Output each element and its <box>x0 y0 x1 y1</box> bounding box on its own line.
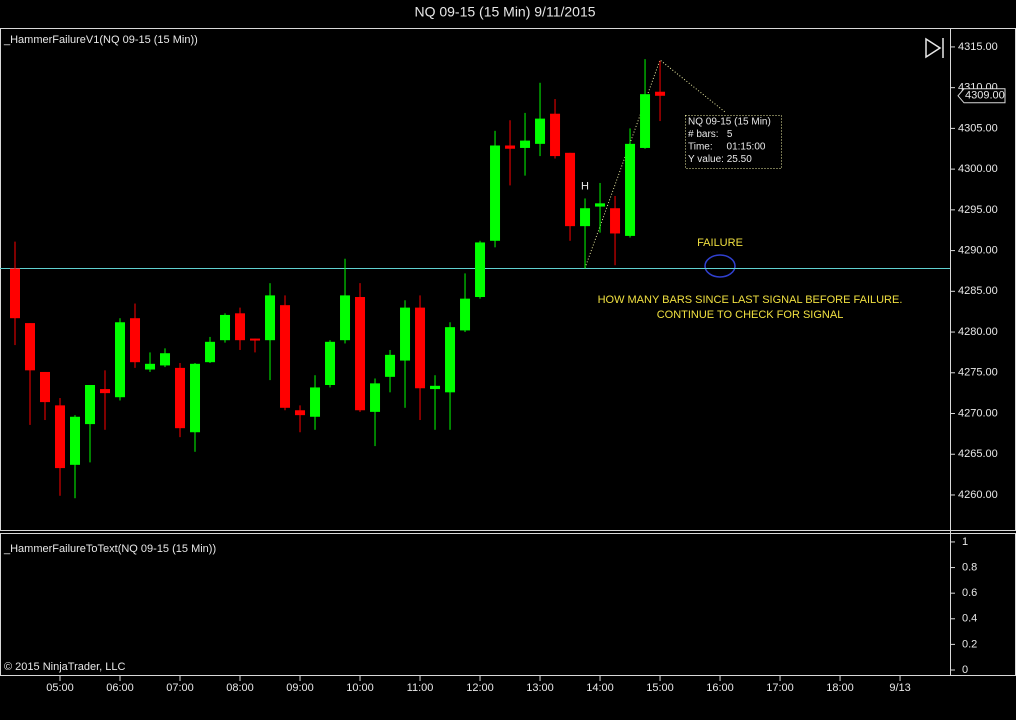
tooltip-line: Y value: 25.50 <box>688 154 752 165</box>
last-price-marker <box>957 88 1006 104</box>
x-tick-label: 17:00 <box>766 682 794 694</box>
candle-body <box>160 353 171 366</box>
candle-body <box>25 323 36 371</box>
candle-body <box>490 145 501 241</box>
tooltip-line: # bars: 5 <box>688 129 733 140</box>
x-tick-label: 16:00 <box>706 682 734 694</box>
copyright: © 2015 NinjaTrader, LLC <box>4 661 125 673</box>
play-icon <box>925 37 942 59</box>
x-tick-label: 09:00 <box>286 682 314 694</box>
button-bg[interactable] <box>924 38 946 58</box>
candle-body <box>400 307 411 361</box>
candle-body <box>220 314 231 341</box>
x-tick-label: 05:00 <box>46 682 74 694</box>
y-tick-label: 0.8 <box>962 561 977 573</box>
candle-body <box>175 367 186 429</box>
candle-body <box>40 371 51 403</box>
candle-body <box>640 94 651 148</box>
candle-body <box>340 295 351 341</box>
candle-body <box>550 113 561 157</box>
candle-body <box>475 242 486 298</box>
y-tick-label: 0 <box>962 664 968 676</box>
note: CONTINUE TO CHECK FOR SIGNAL <box>657 309 844 321</box>
y-tick-label: 4280.00 <box>958 326 998 338</box>
candle-body <box>250 338 261 341</box>
x-tick-label: 08:00 <box>226 682 254 694</box>
candle-body <box>535 118 546 144</box>
candle-body <box>10 268 21 319</box>
candle-body <box>655 91 666 96</box>
candle-body <box>190 363 201 433</box>
x-tick-label: 06:00 <box>106 682 134 694</box>
candle-body <box>85 384 96 425</box>
candle-body <box>610 208 621 234</box>
note: HOW MANY BARS SINCE LAST SIGNAL BEFORE F… <box>598 294 903 306</box>
measure-line <box>584 59 726 269</box>
candle-body <box>580 208 591 227</box>
x-tick-label: 12:00 <box>466 682 494 694</box>
y-tick-label: 4295.00 <box>958 204 998 216</box>
y-tick-label: 4270.00 <box>958 407 998 419</box>
candle-body <box>100 389 111 394</box>
candle-body <box>70 416 81 465</box>
candle-body <box>235 313 246 341</box>
y-tick-label: 1 <box>962 536 968 548</box>
failure-label: FAILURE <box>697 237 743 249</box>
x-tick-label: 11:00 <box>407 682 434 694</box>
x-tick-label: 10:00 <box>346 682 374 694</box>
tooltip-line: Time: 01:15:00 <box>688 142 766 153</box>
y-tick-label: 4275.00 <box>958 367 998 379</box>
y-tick-label: 4315.00 <box>958 41 998 53</box>
indicator-label: _HammerFailureV1(NQ 09-15 (15 Min)) <box>3 34 198 46</box>
failure-ellipse <box>704 254 736 278</box>
candle-body <box>385 354 396 377</box>
candle-body <box>565 152 576 227</box>
last-price-label: 4309.00 <box>965 90 1005 102</box>
candle-body <box>595 203 606 207</box>
x-tick-label: 9/13 <box>889 682 910 694</box>
chart-title: NQ 09-15 (15 Min) 9/11/2015 <box>414 4 595 20</box>
candle-body <box>430 385 441 390</box>
x-tick-label: 18:00 <box>826 682 854 694</box>
hammer-label: H <box>581 180 589 192</box>
indicator-label: _HammerFailureToText(NQ 09-15 (15 Min)) <box>3 543 216 555</box>
candle-body <box>265 295 276 341</box>
y-tick-label: 0.6 <box>962 587 977 599</box>
y-tick-label: 4290.00 <box>958 244 998 256</box>
x-tick-label: 07:00 <box>166 682 194 694</box>
tooltip-box <box>685 115 782 169</box>
candle-body <box>205 341 216 363</box>
candle-body <box>445 327 456 393</box>
x-tick-label: 13:00 <box>526 682 554 694</box>
candle-body <box>415 307 426 389</box>
y-tick-label: 4260.00 <box>958 489 998 501</box>
scroll-end-button[interactable] <box>924 37 946 59</box>
candle-body <box>310 387 321 417</box>
candle-body <box>130 318 141 363</box>
candle-body <box>460 298 471 331</box>
y-tick-label: 4300.00 <box>958 163 998 175</box>
candle-body <box>625 143 636 236</box>
candle-body <box>520 140 531 148</box>
y-tick-label: 4285.00 <box>958 285 998 297</box>
candle-body <box>355 297 366 411</box>
candle-body <box>295 410 306 416</box>
y-tick-label: 4305.00 <box>958 122 998 134</box>
tooltip-line: NQ 09-15 (15 Min) <box>688 117 771 128</box>
candle-body <box>325 341 336 385</box>
y-tick-label: 0.2 <box>962 638 977 650</box>
candle-body <box>370 383 381 412</box>
y-tick-label: 4265.00 <box>958 448 998 460</box>
x-tick-label: 15:00 <box>646 682 674 694</box>
x-tick-label: 14:00 <box>586 682 614 694</box>
candle-body <box>145 363 156 370</box>
candle-body <box>505 145 516 149</box>
candle-body <box>55 405 66 469</box>
candle-body <box>280 305 291 408</box>
y-tick-label: 0.4 <box>962 613 977 625</box>
candle-body <box>115 322 126 398</box>
